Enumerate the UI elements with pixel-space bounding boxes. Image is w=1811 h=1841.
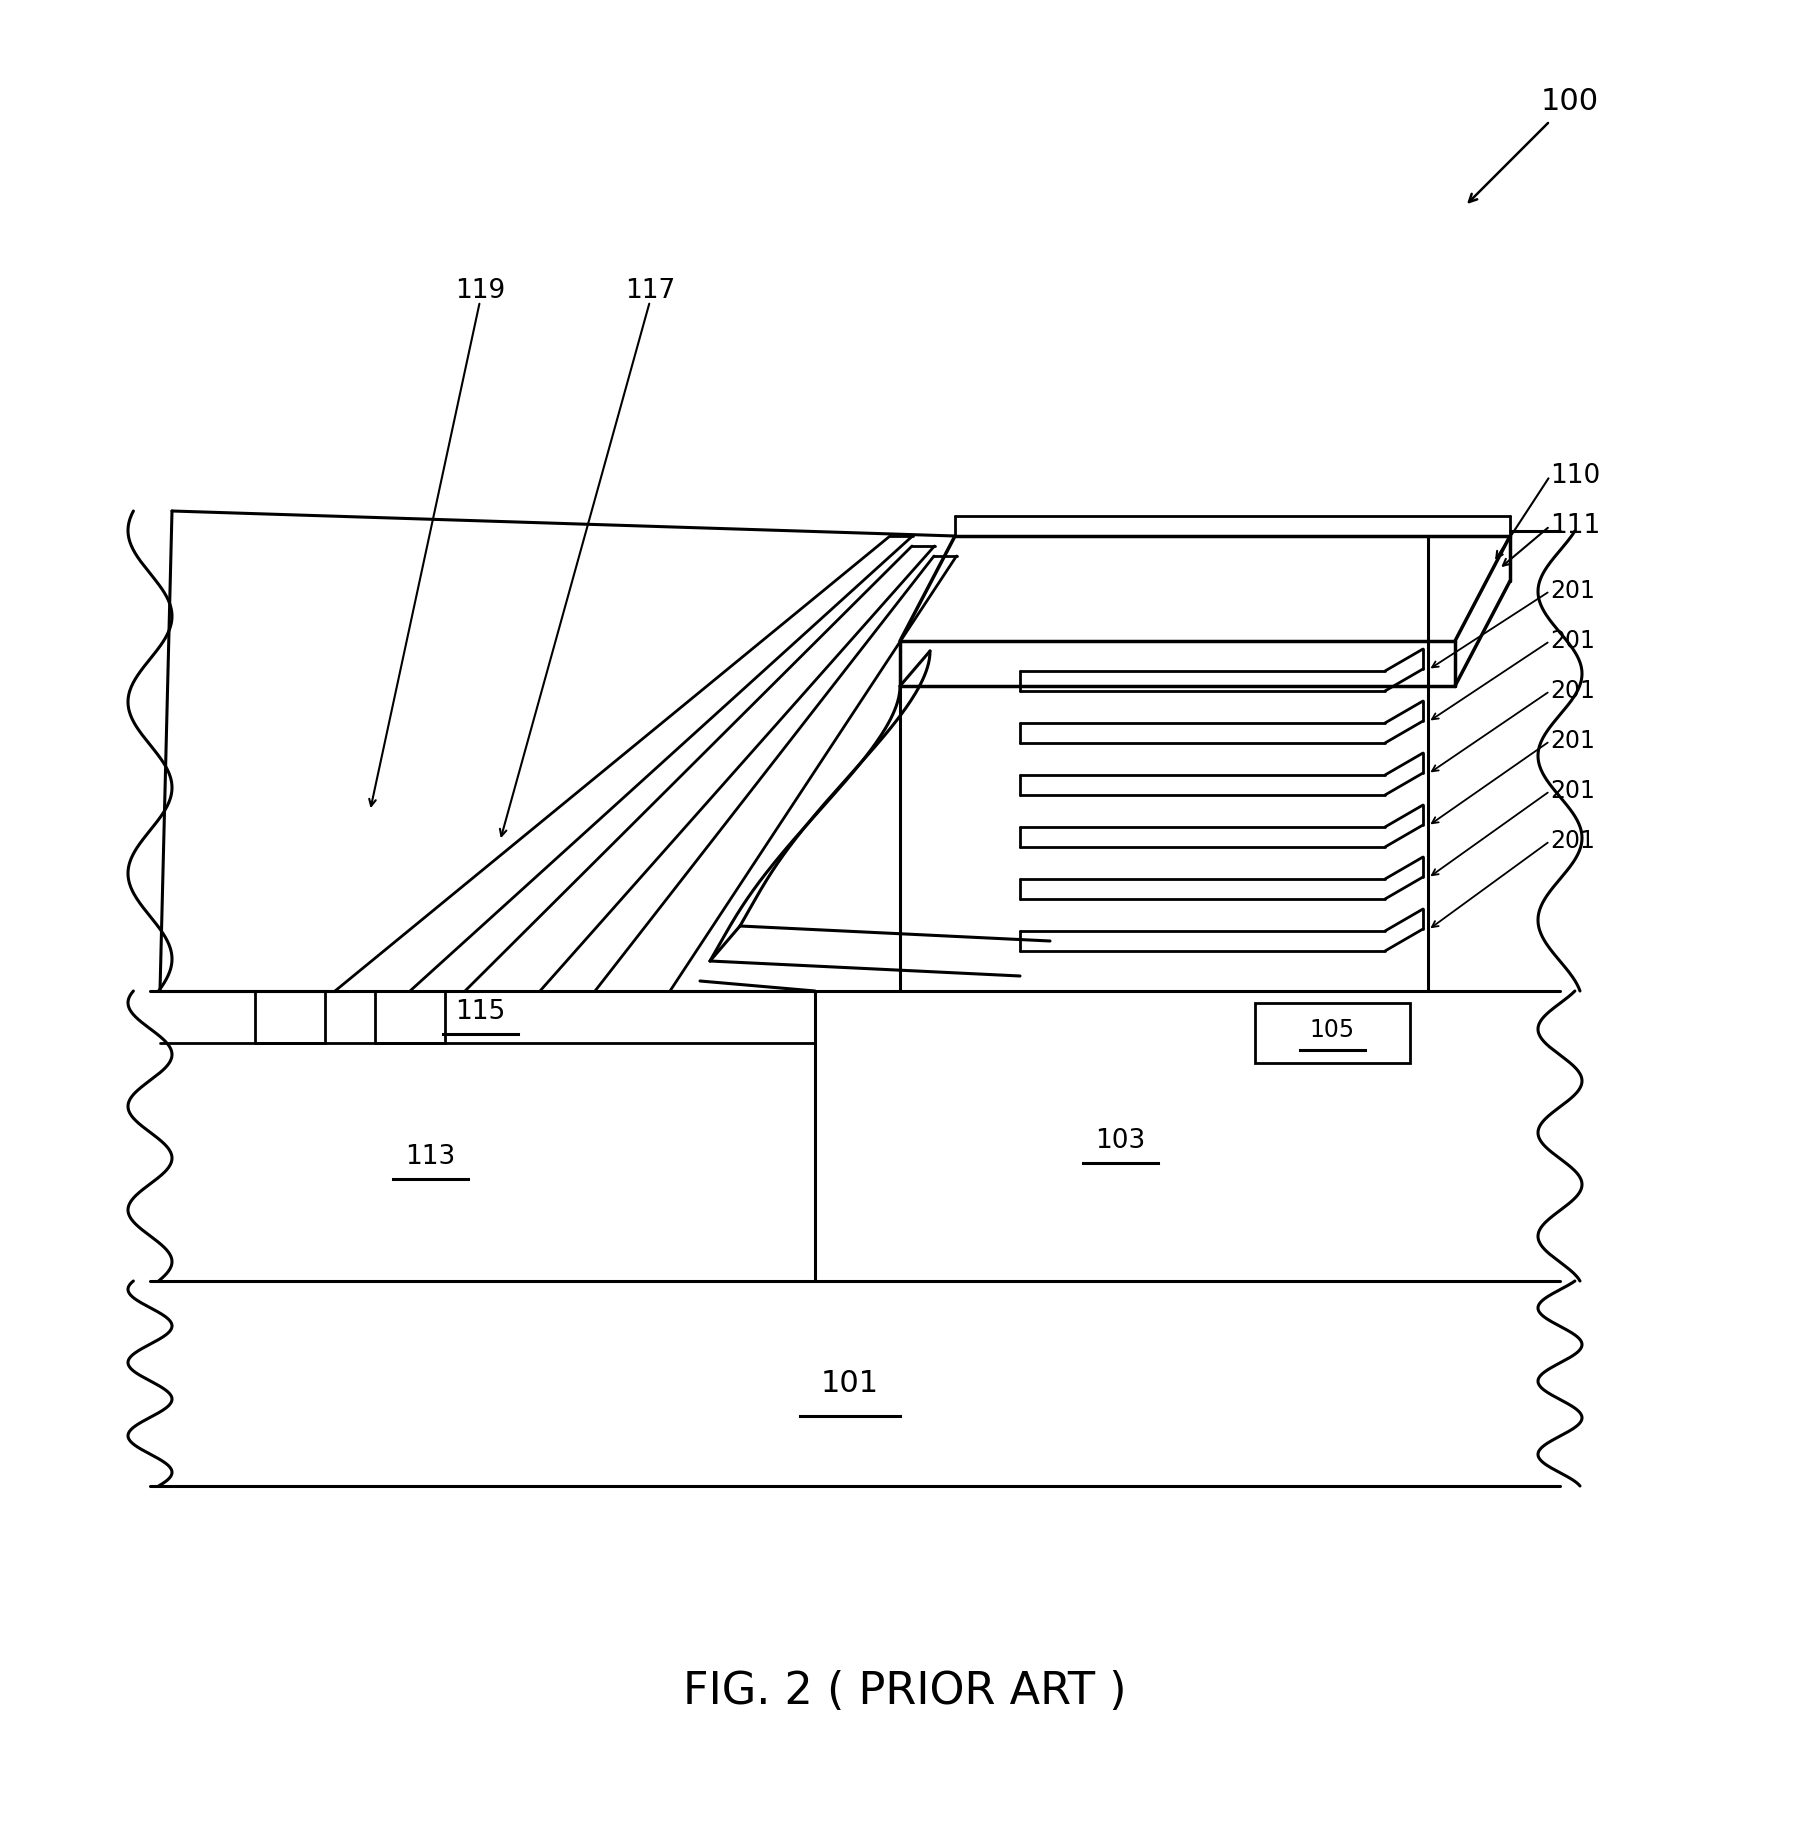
Text: 110: 110 <box>1550 462 1601 490</box>
Bar <box>1255 1003 1411 1062</box>
Text: 111: 111 <box>1550 514 1601 539</box>
Text: 115: 115 <box>455 1000 505 1025</box>
Text: 113: 113 <box>406 1143 455 1171</box>
Text: 101: 101 <box>820 1368 878 1397</box>
Text: 201: 201 <box>1550 580 1595 604</box>
Text: 201: 201 <box>1550 630 1595 654</box>
Text: 117: 117 <box>625 278 676 304</box>
Text: 201: 201 <box>1550 828 1595 852</box>
Text: FIG. 2 ( PRIOR ART ): FIG. 2 ( PRIOR ART ) <box>683 1670 1126 1712</box>
Text: 103: 103 <box>1096 1129 1145 1154</box>
Text: 201: 201 <box>1550 679 1595 703</box>
Text: 201: 201 <box>1550 729 1595 753</box>
Text: 100: 100 <box>1541 87 1599 116</box>
Text: 105: 105 <box>1309 1018 1355 1042</box>
Text: 119: 119 <box>455 278 505 304</box>
Text: 201: 201 <box>1550 779 1595 803</box>
